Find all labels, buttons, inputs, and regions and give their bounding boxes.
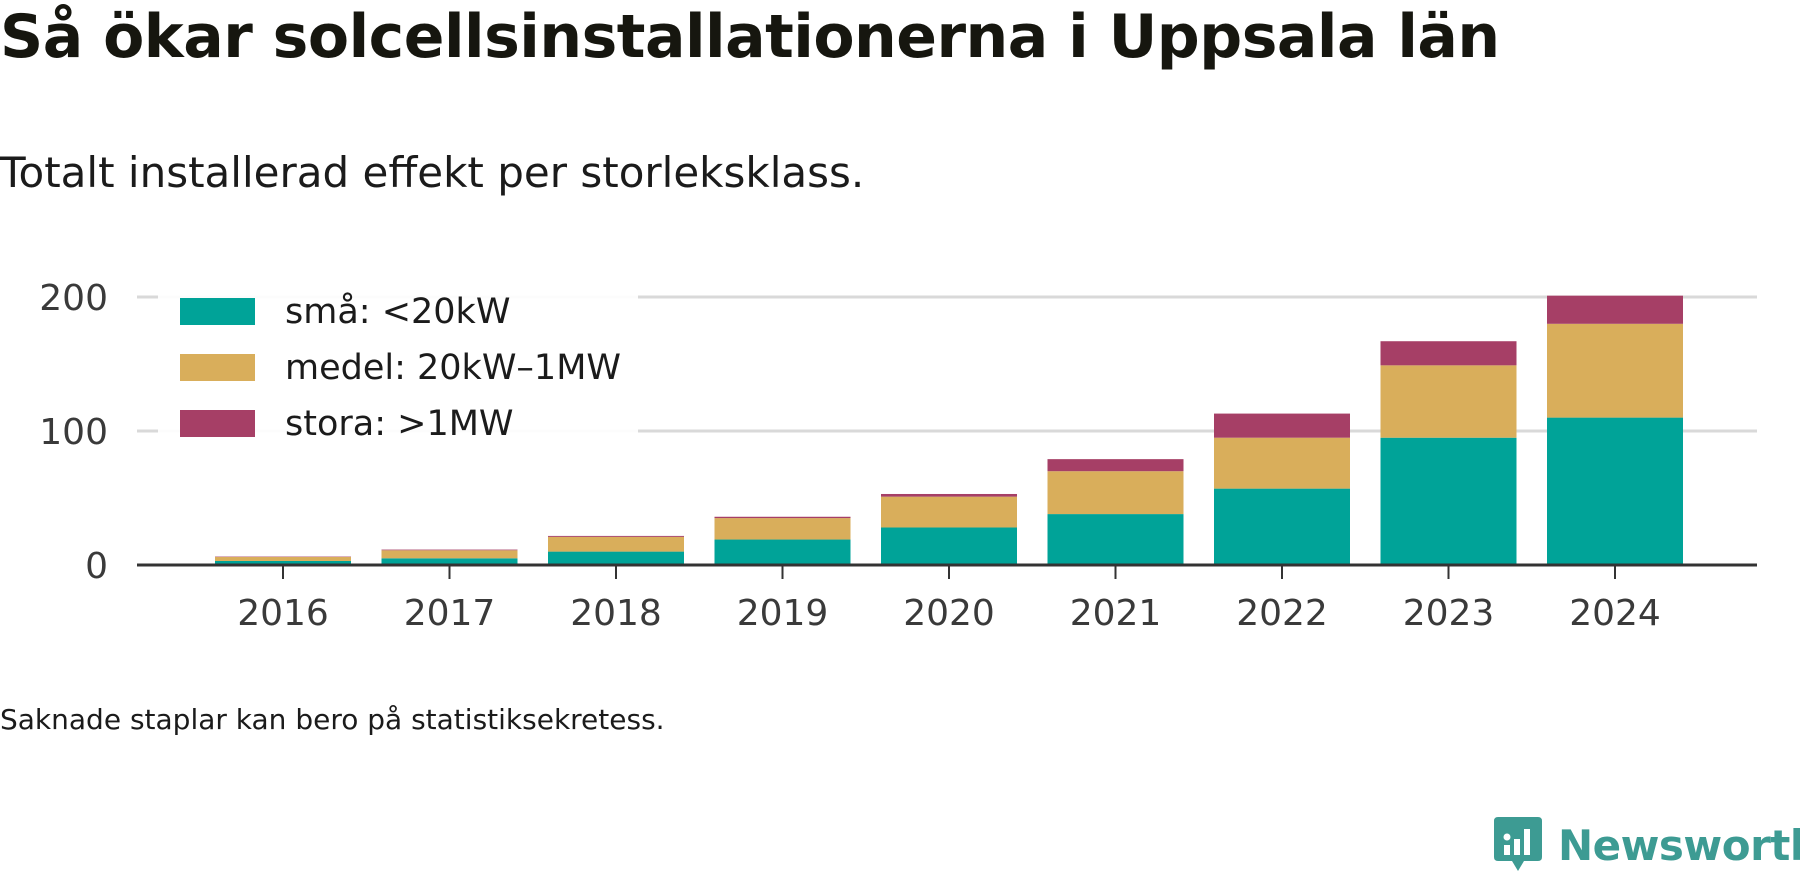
bar-2019-series-0 bbox=[714, 539, 851, 565]
bar-2016-series-0 bbox=[215, 560, 351, 565]
bar-2023-series-1 bbox=[1380, 365, 1517, 438]
x-tick-label: 2017 bbox=[404, 593, 496, 634]
bar-2021-series-2 bbox=[1047, 459, 1184, 472]
bar-2022-series-0 bbox=[1214, 488, 1350, 565]
bar-2024-series-0 bbox=[1547, 417, 1683, 565]
bar-2019-series-1 bbox=[714, 518, 851, 540]
bar-2019-series-2 bbox=[714, 516, 851, 519]
bar-2023-series-0 bbox=[1380, 437, 1517, 565]
x-tick-label: 2021 bbox=[1070, 593, 1162, 634]
y-tick-label: 100 bbox=[39, 412, 108, 453]
x-tick-label: 2024 bbox=[1569, 593, 1661, 634]
axes: 0 100 200 2016 2017 2018 2019 2020 2021 2022 2023 2… bbox=[39, 278, 1757, 634]
brand-name: Newsworthy bbox=[1558, 821, 1800, 870]
x-tick-label: 2018 bbox=[570, 593, 662, 634]
x-tick-label: 2020 bbox=[903, 593, 995, 634]
x-tick-label: 2022 bbox=[1236, 593, 1328, 634]
legend-swatch bbox=[180, 298, 255, 325]
x-tick-label: 2016 bbox=[237, 593, 329, 634]
bar-2018-series-0 bbox=[548, 551, 684, 565]
legend-label: stora: >1MW bbox=[285, 404, 514, 444]
bar-2024-series-1 bbox=[1547, 323, 1683, 418]
bar-2020-series-0 bbox=[881, 527, 1017, 565]
bar-2021-series-0 bbox=[1047, 514, 1184, 565]
stacked-bar-chart: 0 100 200 2016 2017 2018 2019 2020 2021 2022 2023 2… bbox=[39, 278, 1757, 634]
legend-swatch bbox=[180, 354, 255, 381]
legend-label: medel: 20kW–1MW bbox=[285, 348, 621, 388]
legend: små: <20kW medel: 20kW–1MW stora: >1MW bbox=[158, 285, 638, 455]
bar-2021-series-1 bbox=[1047, 471, 1184, 515]
bar-2016-series-1 bbox=[215, 556, 351, 561]
legend-label: små: <20kW bbox=[285, 291, 510, 332]
chart-title: Så ökar solcellsinstallationerna i Uppsa… bbox=[0, 2, 1500, 72]
legend-swatch bbox=[180, 410, 255, 437]
x-tick-label: 2023 bbox=[1403, 593, 1495, 634]
chart-subtitle: Totalt installerad effekt per storlekskl… bbox=[0, 148, 865, 197]
bar-2022-series-1 bbox=[1214, 437, 1350, 489]
footnote: Saknade staplar kan bero på statistiksek… bbox=[0, 703, 665, 736]
newsworthy-logo-icon bbox=[1494, 817, 1542, 871]
bar-2017-series-1 bbox=[381, 550, 518, 559]
bar-2017-series-2 bbox=[381, 549, 518, 551]
bar-2020-series-2 bbox=[881, 493, 1017, 497]
bar-2024-series-2 bbox=[1547, 295, 1683, 324]
x-tick-label: 2019 bbox=[737, 593, 829, 634]
bar-2022-series-2 bbox=[1214, 413, 1350, 438]
bar-2018-series-1 bbox=[548, 536, 684, 552]
bar-2018-series-2 bbox=[548, 535, 684, 537]
bar-2023-series-2 bbox=[1380, 341, 1517, 366]
bars bbox=[215, 295, 1683, 565]
y-tick-label: 200 bbox=[39, 278, 108, 319]
y-tick-label: 0 bbox=[85, 546, 108, 587]
bar-2017-series-0 bbox=[381, 558, 518, 565]
brand-logo: Newsworthy bbox=[1492, 815, 1800, 875]
bar-2020-series-1 bbox=[881, 496, 1017, 528]
